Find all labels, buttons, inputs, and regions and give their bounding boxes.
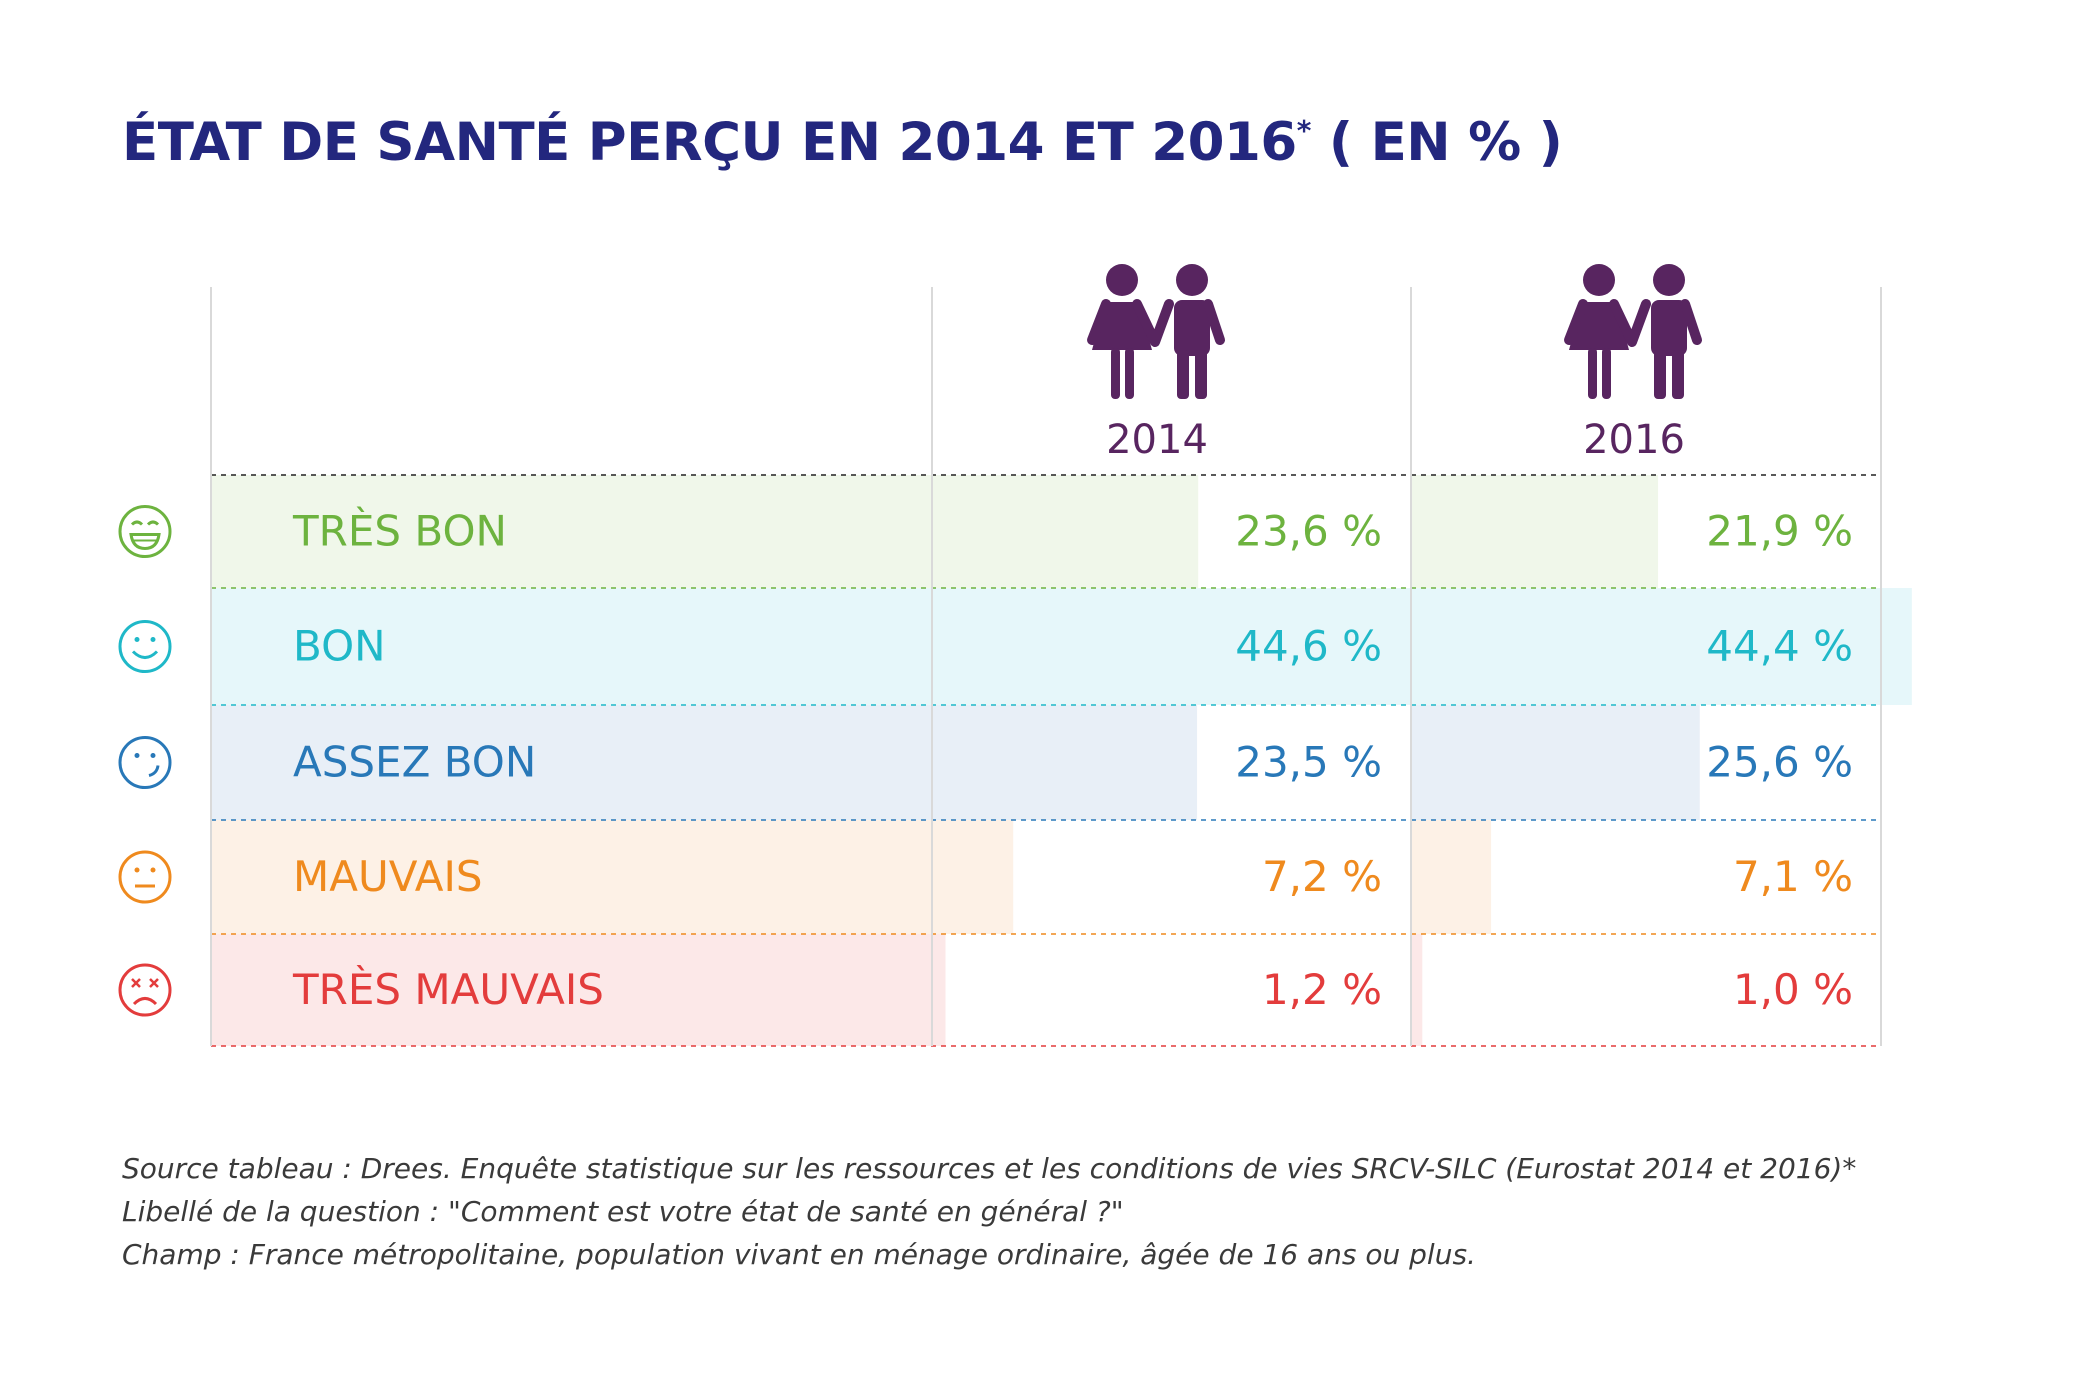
- woman-arm: [1087, 299, 1111, 345]
- grinning-face-icon: [118, 505, 172, 558]
- value-bar: [932, 475, 1199, 588]
- eye: [146, 520, 160, 526]
- mouth: [131, 650, 159, 659]
- man-head: [1176, 264, 1208, 296]
- face-outline: [118, 736, 172, 789]
- man-leg: [1654, 350, 1666, 399]
- row-label: TRÈS MAUVAIS: [292, 964, 604, 1014]
- eye: [150, 867, 156, 873]
- chart-title: ÉTAT DE SANTÉ PERÇU EN 2014 ET 2016* ( E…: [122, 112, 1563, 173]
- footnote-question: Libellé de la question : "Comment est vo…: [122, 1195, 1124, 1228]
- value-bar: [932, 588, 1436, 705]
- man-arm: [1203, 299, 1225, 345]
- value-label: 1,0 %: [1733, 965, 1853, 1014]
- face-outline: [118, 850, 172, 904]
- woman-leg: [1588, 348, 1597, 399]
- eye: [131, 978, 141, 988]
- row-label-background: [211, 934, 932, 1046]
- column-header-label: 2016: [1583, 417, 1685, 463]
- value-bar: [1411, 934, 1423, 1046]
- value-bar: [1411, 588, 1912, 705]
- value-bar: [932, 820, 1014, 934]
- man-head: [1653, 264, 1685, 296]
- row-label-background: [211, 475, 932, 588]
- row-label: MAUVAIS: [293, 852, 483, 901]
- eye: [134, 753, 140, 758]
- chart-title-text: ÉTAT DE SANTÉ PERÇU EN 2014 ET 2016: [122, 112, 1297, 173]
- value-label: 23,5 %: [1235, 738, 1382, 787]
- value-label: 44,4 %: [1706, 622, 1853, 671]
- mouth: [132, 997, 158, 1006]
- chart-title-marker: *: [1296, 114, 1312, 147]
- value-bar: [932, 934, 946, 1046]
- woman-leg: [1111, 348, 1120, 399]
- row-label: ASSEZ BON: [293, 738, 536, 787]
- eye: [134, 637, 140, 642]
- value-label: 7,1 %: [1733, 852, 1853, 901]
- footnotes: Source tableau : Drees. Enquête statisti…: [122, 1147, 1856, 1276]
- face-outline: [118, 620, 172, 673]
- eye: [134, 867, 140, 873]
- value-label: 44,6 %: [1235, 622, 1382, 671]
- value-label: 21,9 %: [1706, 507, 1853, 556]
- woman-head: [1583, 264, 1615, 296]
- face-outline: [118, 505, 172, 558]
- row-label-background: [211, 705, 932, 820]
- value-label: 25,6 %: [1706, 738, 1853, 787]
- smiling-face-icon: [118, 620, 172, 673]
- face-outline: [118, 963, 172, 1017]
- mouth: [148, 765, 160, 777]
- couple-icon: [1087, 264, 1225, 399]
- couple-icon: [1564, 264, 1702, 399]
- value-bar: [1411, 475, 1659, 588]
- woman-leg: [1125, 348, 1134, 399]
- eye: [150, 637, 156, 642]
- mouth: [129, 533, 161, 551]
- row-label-background: [211, 820, 932, 934]
- woman-arm: [1564, 299, 1588, 345]
- woman-head: [1106, 264, 1138, 296]
- row-label: TRÈS BON: [292, 506, 507, 556]
- man-torso: [1651, 300, 1687, 356]
- row-label-background: [211, 588, 932, 705]
- row-label: BON: [293, 622, 386, 671]
- man-leg: [1195, 350, 1207, 399]
- column-header-label: 2014: [1106, 417, 1208, 463]
- eye: [130, 520, 144, 526]
- eye: [150, 753, 156, 758]
- linked-arms: [1132, 299, 1174, 347]
- dizzy-face-icon: [118, 963, 172, 1017]
- man-leg: [1672, 350, 1684, 399]
- man-leg: [1177, 350, 1189, 399]
- value-bar: [932, 705, 1198, 820]
- man-torso: [1174, 300, 1210, 356]
- value-label: 1,2 %: [1262, 965, 1382, 1014]
- value-bar: [1411, 820, 1492, 934]
- woman-leg: [1602, 348, 1611, 399]
- eye: [149, 978, 159, 988]
- value-bar: [1411, 705, 1700, 820]
- chart-title-suffix: ( EN % ): [1310, 112, 1563, 173]
- man-arm: [1680, 299, 1702, 345]
- footnote-source: Source tableau : Drees. Enquête statisti…: [122, 1152, 1857, 1185]
- value-label: 23,6 %: [1235, 507, 1382, 556]
- linked-arms: [1609, 299, 1651, 347]
- value-label: 7,2 %: [1262, 852, 1382, 901]
- footnote-scope: Champ : France métropolitaine, populatio…: [122, 1238, 1476, 1271]
- neutral-face-icon: [118, 850, 172, 904]
- wink-face-icon: [118, 736, 172, 789]
